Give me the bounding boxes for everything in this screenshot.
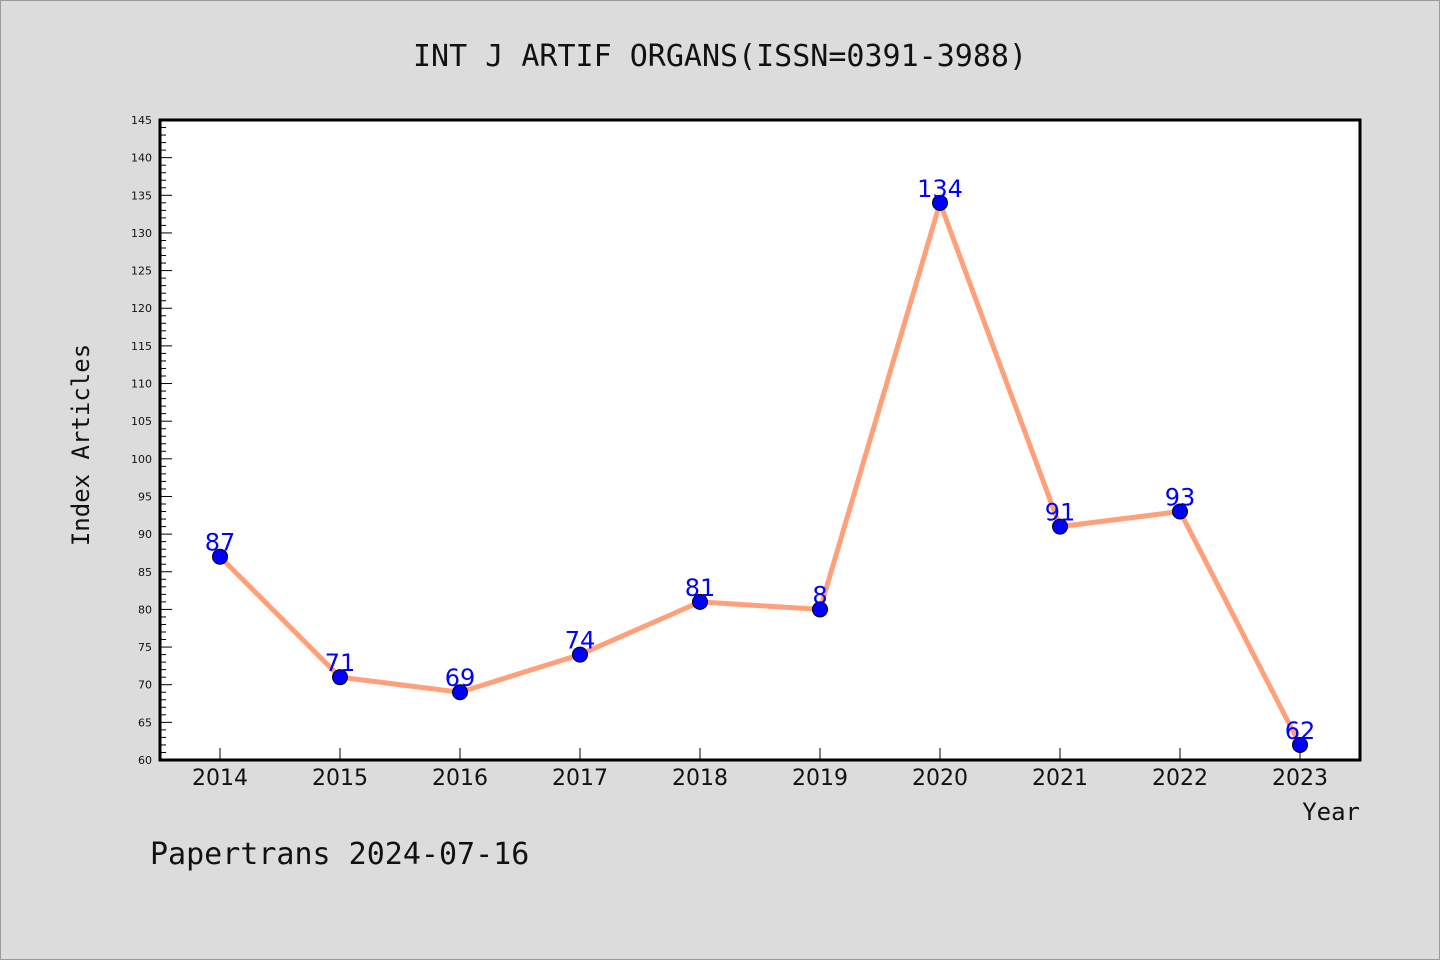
y-tick-label: 95 bbox=[138, 490, 152, 503]
x-tick-label: 2017 bbox=[552, 766, 608, 791]
data-label-2019: 8 bbox=[812, 581, 827, 609]
data-point-2018 bbox=[692, 593, 708, 610]
x-tick-label: 2015 bbox=[312, 766, 368, 791]
x-tick-label: 2020 bbox=[912, 766, 968, 791]
data-label-2017: 74 bbox=[565, 627, 596, 655]
y-tick-label: 100 bbox=[131, 453, 152, 466]
data-point-2016 bbox=[452, 684, 468, 701]
data-point-2015 bbox=[332, 669, 348, 686]
y-tick-label: 60 bbox=[138, 754, 152, 767]
data-point-2019 bbox=[812, 601, 828, 618]
data-label-2015: 71 bbox=[325, 649, 356, 677]
data-point-2020 bbox=[932, 194, 948, 211]
data-point-2021 bbox=[1052, 518, 1068, 535]
y-axis: 60 65 70 75 80 85 90 95 100 105 110 115 120 125 130 135… bbox=[131, 114, 172, 767]
footer-credit: Papertrans 2024-07-16 bbox=[150, 837, 529, 872]
chart-title: INT J ARTIF ORGANS(ISSN=0391-3988) bbox=[413, 39, 1027, 74]
x-tick-label: 2022 bbox=[1152, 766, 1208, 791]
series-line-layer bbox=[217, 200, 1303, 748]
data-label-2023: 62 bbox=[1285, 717, 1316, 745]
x-tick-label: 2014 bbox=[192, 766, 248, 791]
y-tick-label: 110 bbox=[131, 378, 152, 391]
data-label-2022: 93 bbox=[1165, 484, 1196, 512]
data-label-2016: 69 bbox=[445, 664, 476, 692]
y-tick-label: 75 bbox=[138, 641, 152, 654]
x-tick-label: 2018 bbox=[672, 766, 728, 791]
x-tick-label: 2019 bbox=[792, 766, 848, 791]
data-label-layer: 87 71 69 74 81 8 134 91 93 62 bbox=[205, 175, 1316, 745]
data-label-2021: 91 bbox=[1045, 499, 1076, 527]
data-label-2014: 87 bbox=[205, 529, 236, 557]
y-tick-label: 105 bbox=[131, 415, 152, 428]
y-tick-label: 145 bbox=[131, 114, 152, 127]
y-tick-label: 125 bbox=[131, 265, 152, 278]
series-line bbox=[217, 200, 1303, 748]
y-tick-label: 130 bbox=[131, 227, 152, 240]
y-tick-label: 90 bbox=[138, 528, 152, 541]
y-tick-label: 80 bbox=[138, 603, 152, 616]
data-label-2020: 134 bbox=[917, 175, 963, 203]
y-tick-label: 115 bbox=[131, 340, 152, 353]
y-tick-label: 120 bbox=[131, 302, 152, 315]
x-axis: 2014 2015 2016 2017 2018 2019 2020 2021 2022 2023 bbox=[192, 748, 1328, 791]
y-axis-title: Index Articles bbox=[67, 344, 95, 546]
y-tick-label: 65 bbox=[138, 716, 152, 729]
y-tick-label: 135 bbox=[131, 189, 152, 202]
marker-layer bbox=[212, 194, 1308, 753]
y-tick-label: 70 bbox=[138, 679, 152, 692]
x-tick-label: 2023 bbox=[1272, 766, 1328, 791]
data-point-2014 bbox=[212, 548, 228, 565]
plot-area bbox=[158, 118, 1362, 762]
x-tick-label: 2021 bbox=[1032, 766, 1088, 791]
y-tick-label: 140 bbox=[131, 152, 152, 165]
y-tick-label: 85 bbox=[138, 566, 152, 579]
x-axis-title: Year bbox=[1302, 798, 1360, 826]
data-point-2022 bbox=[1172, 503, 1188, 520]
x-tick-label: 2016 bbox=[432, 766, 488, 791]
data-point-2023 bbox=[1292, 736, 1308, 753]
data-label-2018: 81 bbox=[685, 574, 716, 602]
data-point-2017 bbox=[572, 646, 588, 663]
